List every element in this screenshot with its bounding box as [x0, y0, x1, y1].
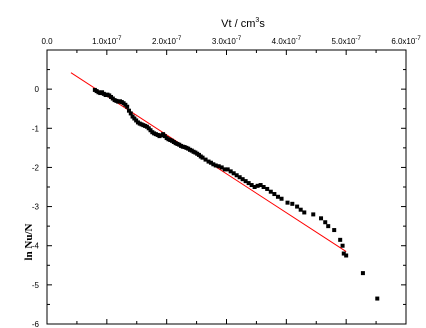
data-point	[211, 162, 216, 167]
data-point	[261, 185, 266, 189]
data-point	[323, 220, 328, 225]
y-axis-title: ln Nu/N	[23, 223, 35, 260]
data-point	[311, 212, 316, 217]
y-tick-label: -4	[32, 242, 40, 251]
data-point	[295, 204, 300, 209]
y-axis-ticks: 0 -1 -2 -3 -4 -5 -6	[32, 69, 406, 328]
data-point	[375, 296, 380, 301]
x-axis-ticks: 0.0 1.0x10-7 2.0x10-7 3.0x10-7 4.0x10-7 5.0x1…	[41, 36, 421, 324]
data-point	[255, 183, 260, 188]
data-point	[298, 207, 303, 212]
y-tick-label: -5	[32, 281, 40, 290]
data-point	[125, 104, 130, 109]
data-point	[246, 181, 251, 186]
data-point	[285, 200, 290, 205]
data-point	[234, 173, 239, 178]
x-tick-label: 5.0x10-7	[331, 36, 361, 46]
data-point	[341, 251, 346, 256]
data-point	[332, 228, 337, 233]
data-point	[344, 253, 349, 258]
x-tick-label: 0.0	[41, 37, 53, 46]
data-point	[219, 165, 224, 170]
data-point	[240, 177, 245, 182]
x-tick-label: 3.0x10-7	[212, 36, 242, 46]
data-point	[279, 196, 284, 201]
data-point	[340, 243, 345, 248]
data-point	[268, 189, 273, 194]
data-point	[326, 224, 331, 229]
data-point	[243, 179, 248, 184]
data-point	[338, 237, 343, 242]
data-point	[302, 210, 307, 215]
data-point	[252, 185, 257, 189]
x-tick-label: 6.0x10-7	[391, 36, 421, 46]
y-tick-label: -3	[32, 203, 40, 212]
data-point	[290, 201, 295, 206]
data-point	[225, 167, 230, 172]
data-point	[231, 171, 236, 176]
x-axis-title: Vt / cm3s	[221, 17, 265, 30]
x-tick-label: 4.0x10-7	[272, 36, 302, 46]
data-point	[265, 186, 270, 191]
data-point	[228, 169, 233, 174]
data-point	[237, 175, 242, 180]
data-point	[216, 164, 221, 169]
y-tick-label: -1	[32, 124, 40, 133]
x-tick-label: 1.0x10-7	[92, 36, 122, 46]
y-tick-label: -6	[32, 320, 40, 328]
data-point	[200, 155, 205, 160]
data-point	[360, 271, 365, 276]
data-point	[272, 192, 277, 197]
data-point	[208, 160, 213, 165]
data-point	[206, 159, 211, 164]
data-point	[319, 216, 324, 221]
data-point	[213, 163, 218, 168]
y-tick-label: 0	[35, 85, 40, 94]
data-point	[203, 157, 208, 162]
y-tick-label: -2	[32, 163, 40, 172]
x-tick-label: 2.0x10-7	[152, 36, 182, 46]
plot-frame	[46, 49, 407, 325]
data-point	[249, 183, 254, 188]
data-point	[275, 194, 280, 199]
data-points-series	[92, 87, 380, 301]
data-point	[126, 108, 131, 113]
data-point	[222, 167, 227, 172]
data-point	[258, 183, 263, 188]
data-point	[128, 111, 133, 116]
